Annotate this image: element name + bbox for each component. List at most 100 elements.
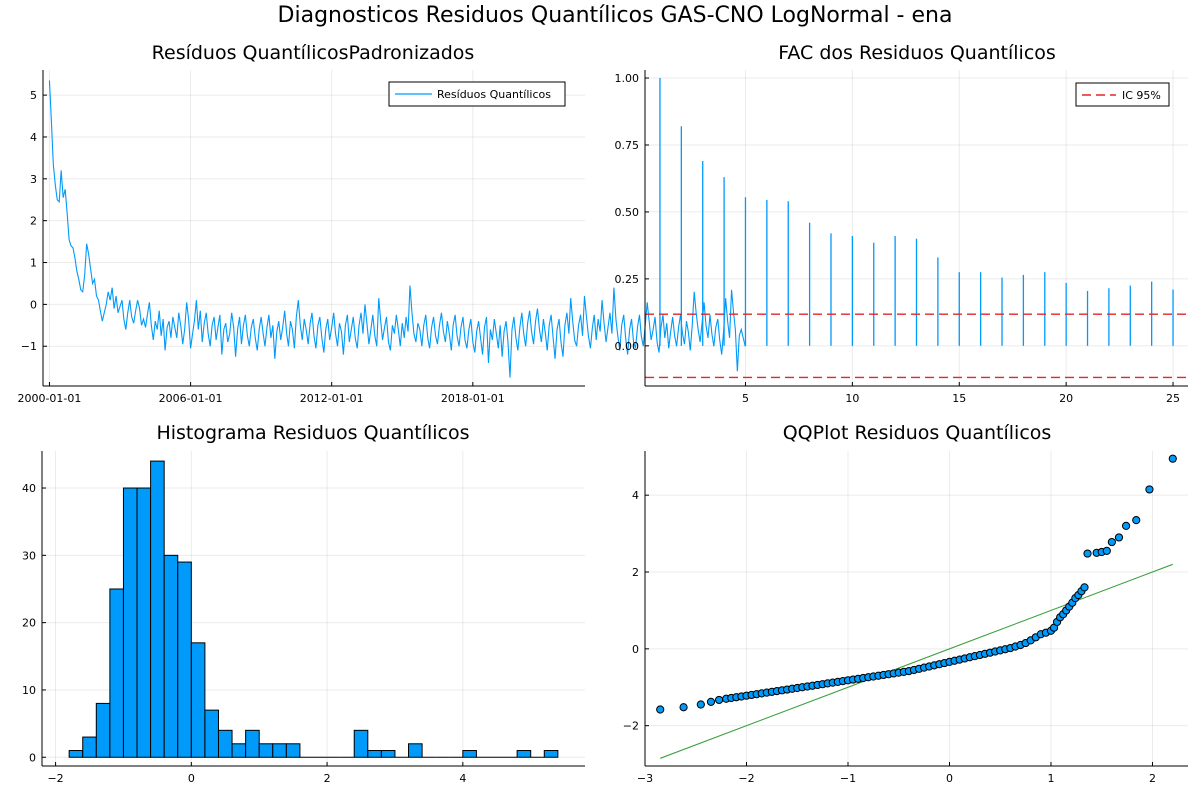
qq-point xyxy=(696,700,705,709)
y-tick-label: 40 xyxy=(22,482,36,495)
histogram-bar xyxy=(516,750,532,758)
histogram-bar xyxy=(258,743,274,758)
plot-marks xyxy=(68,460,559,758)
legend-label: IC 95% xyxy=(1122,89,1161,102)
qq-point xyxy=(1080,583,1089,592)
legend-label: Resíduos Quantílicos xyxy=(437,88,551,101)
x-tick-label: 0 xyxy=(188,772,195,785)
y-tick-label: 2 xyxy=(30,215,37,228)
qq-point xyxy=(1121,521,1131,531)
x-tick-label: 0 xyxy=(946,772,953,785)
axes: −3 −2 −1 0 1 2 −2 0 2 4 xyxy=(623,451,1188,785)
y-tick-label: 0 xyxy=(29,751,36,764)
x-tick-label: 4 xyxy=(459,772,466,785)
histogram-bar xyxy=(122,487,138,758)
qq-point xyxy=(656,705,665,714)
histogram-bar xyxy=(353,729,369,758)
x-tick-label: 2 xyxy=(324,772,331,785)
x-tick-label: −1 xyxy=(840,772,856,785)
qq-point xyxy=(714,695,724,705)
y-tick-label: 0.75 xyxy=(615,139,640,152)
y-tick-label: 0 xyxy=(30,298,37,311)
qq-point xyxy=(1168,454,1177,463)
histogram-bar xyxy=(245,729,260,758)
histogram-bar xyxy=(380,750,396,758)
histogram-bar xyxy=(163,554,179,758)
plot-marks xyxy=(656,454,1177,759)
panel-histogram: Histograma Residuos Quantílicos −2 0 2 4010… xyxy=(22,422,585,785)
x-tick-label: 5 xyxy=(742,392,749,405)
qq-point xyxy=(1102,546,1111,555)
legend: Resíduos Quantílicos xyxy=(388,81,566,107)
histogram-bar xyxy=(68,750,84,758)
figure-title: Diagnosticos Residuos Quantílicos GAS-CN… xyxy=(278,3,953,28)
x-tick-label: 15 xyxy=(952,392,966,405)
x-tick-label: 2000-01-01 xyxy=(17,392,81,405)
qq-point xyxy=(1083,549,1092,558)
panel-title-qqplot: QQPlot Residuos Quantílicos xyxy=(783,422,1052,444)
qq-point xyxy=(706,697,716,706)
histogram-bar xyxy=(136,487,152,758)
histogram-bar xyxy=(462,750,477,758)
y-tick-label: 0.50 xyxy=(615,206,640,219)
qq-point xyxy=(1145,485,1154,494)
y-tick-label: 2 xyxy=(632,566,639,579)
x-tick-label: 2018-01-01 xyxy=(441,392,505,405)
y-tick-label: −2 xyxy=(623,720,639,733)
qq-reference-line xyxy=(660,563,1173,759)
y-tick-label: 0.25 xyxy=(615,273,640,286)
series-line-residuals xyxy=(48,80,746,378)
plot-marks xyxy=(645,78,1188,379)
x-tick-label: −2 xyxy=(738,772,754,785)
y-tick-label: 1.00 xyxy=(615,72,640,85)
y-tick-label: 30 xyxy=(22,549,36,562)
histogram-bar xyxy=(204,709,219,758)
panel-acf: FAC dos Residuos Quantílicos 5 10 15 20 25 0.… xyxy=(615,42,1188,405)
histogram-bar xyxy=(177,561,192,758)
y-tick-label: 0.00 xyxy=(615,340,640,353)
panel-qqplot: QQPlot Residuos Quantílicos −3 −2 −1 0 1 2 −2 0… xyxy=(623,422,1188,785)
axes: 5 10 15 20 25 0.00 0.25 0.50 0.75 1.00 xyxy=(615,70,1188,405)
histogram-bar xyxy=(217,729,233,758)
legend-box xyxy=(1075,82,1170,107)
panel-residual-series: Resíduos QuantílicosPadronizados 2000-01… xyxy=(17,42,746,405)
plot-marks xyxy=(48,80,746,378)
qq-point xyxy=(679,703,688,712)
x-tick-label: 10 xyxy=(845,392,859,405)
gridlines xyxy=(644,451,1188,766)
y-tick-label: −1 xyxy=(21,340,37,353)
qq-point xyxy=(1114,533,1124,542)
y-tick-label: 4 xyxy=(30,131,37,144)
x-tick-label: 2006-01-01 xyxy=(159,392,223,405)
y-tick-label: 10 xyxy=(22,684,36,697)
x-tick-label: 2012-01-01 xyxy=(300,392,364,405)
histogram-bar xyxy=(190,642,206,758)
histogram-bar xyxy=(367,750,382,758)
y-tick-label: 4 xyxy=(632,489,639,502)
panel-title-acf: FAC dos Residuos Quantílicos xyxy=(778,42,1056,64)
x-tick-label: −3 xyxy=(637,772,653,785)
histogram-bar xyxy=(272,743,287,758)
y-tick-label: 5 xyxy=(30,89,37,102)
histogram-bar xyxy=(231,743,247,758)
legend: IC 95% xyxy=(1075,82,1170,107)
x-tick-label: −2 xyxy=(47,772,63,785)
axes: 2000-01-01 2006-01-01 2012-01-01 2018-01-01… xyxy=(17,70,585,405)
y-tick-label: 20 xyxy=(22,617,36,630)
y-tick-label: 0 xyxy=(632,643,639,656)
y-tick-label: 3 xyxy=(30,173,37,186)
histogram-bar xyxy=(109,588,124,758)
x-tick-label: 1 xyxy=(1047,772,1054,785)
panel-title-residual-series: Resíduos QuantílicosPadronizados xyxy=(152,42,475,64)
histogram-bar xyxy=(285,743,301,758)
y-tick-label: 1 xyxy=(30,257,37,270)
qq-point xyxy=(1107,537,1116,547)
x-tick-label: 25 xyxy=(1166,392,1180,405)
x-tick-label: 20 xyxy=(1059,392,1073,405)
histogram-bar xyxy=(95,702,111,758)
histogram-bar xyxy=(82,736,97,758)
panel-title-histogram: Histograma Residuos Quantílicos xyxy=(156,422,469,444)
histogram-bar xyxy=(543,750,559,758)
